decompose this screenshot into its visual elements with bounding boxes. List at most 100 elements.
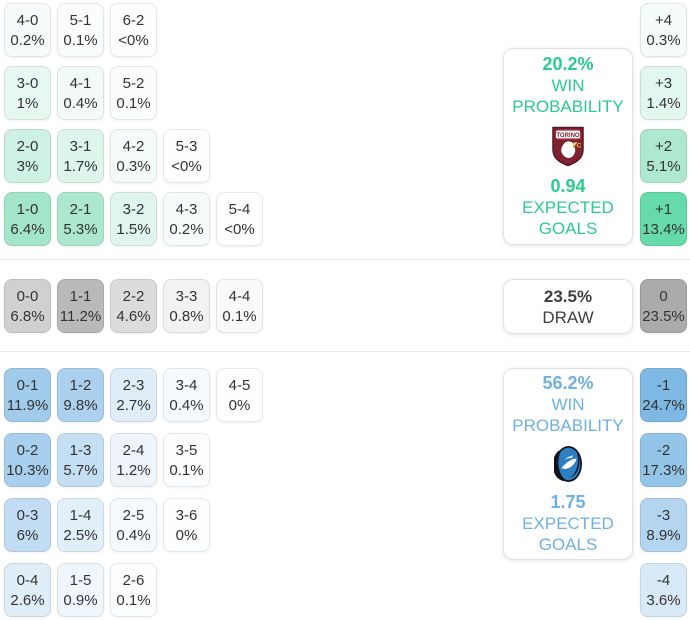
score-cell-2-2: 2-2 4.6% [110,279,157,333]
scoreline: 0-0 [16,287,39,305]
scoreline: 4-1 [69,74,92,92]
scoreline: 4-2 [122,137,145,155]
scoreline: 5-1 [69,11,92,29]
probability: 0.1% [116,591,151,609]
score-cell-3-0: 3-0 1% [4,66,51,120]
score-row: 0-4 2.6% 1-5 0.9% 2-6 0.1% [4,563,263,617]
probability: 10.3% [6,461,49,479]
probability: 0.8% [169,307,204,325]
probability: 1.7% [63,157,98,175]
score-cell-0-2: 0-2 10.3% [4,433,51,487]
scoreline: 2-6 [122,571,145,589]
probability: 0.3% [116,157,151,175]
score-cell-1-4: 1-4 2.5% [57,498,104,552]
scoreline: 6-2 [122,11,145,29]
goal-diff-cell--1: -1 24.7% [640,368,687,422]
separator-line [0,351,690,352]
scoreline: 1-4 [69,506,92,524]
scoreline: -2 [656,441,671,459]
scoreline: 1-2 [69,376,92,394]
score-row: 0-0 6.8% 1-1 11.2% 2-2 4.6% 3-3 0.8% 4-4 0.1% [4,279,263,333]
scoreline: 2-0 [16,137,39,155]
expected-goals-label: EXPECTED GOALS [522,514,614,554]
probability: 0.1% [222,307,257,325]
scoreline: 1-0 [16,200,39,218]
scoreline: 3-0 [16,74,39,92]
goal-diff-minus-column: -1 24.7% -2 17.3% -3 8.9% -4 3.6% [640,368,687,617]
score-cell-1-3: 1-3 5.7% [57,433,104,487]
scoreline: 5-3 [175,137,198,155]
scoreline: 4-5 [228,376,251,394]
score-cell-1-1: 1-1 11.2% [57,279,104,333]
goal-diff-cell--4: -4 3.6% [640,563,687,617]
probability: 0.4% [116,526,151,544]
probability: 9.8% [63,396,98,414]
scoreline: 3-1 [69,137,92,155]
probability: 2.5% [63,526,98,544]
probability: 11.2% [59,307,102,325]
scoreline: -4 [656,571,671,589]
away-win-probability-value: 56.2% [542,373,594,393]
scoreline: 1-5 [69,571,92,589]
score-cell-3-6: 3-6 0% [163,498,210,552]
scoreline: 1-1 [69,287,92,305]
goal-diff-cell-0: 0 23.5% [640,279,687,333]
score-cell-1-5: 1-5 0.9% [57,563,104,617]
probability: <0% [118,31,149,49]
probability: 0% [175,526,198,544]
probability: 4.6% [116,307,151,325]
expected-goals-label: EXPECTED GOALS [522,198,614,238]
torino-logo: TORINO FC [551,126,585,167]
probability: 3.6% [646,591,681,609]
probability: 8.9% [646,526,681,544]
scoreline: +4 [654,11,673,29]
scoreline: 2-3 [122,376,145,394]
draw-summary-box: 23.5% DRAW [503,279,633,334]
score-row: 4-0 0.2% 5-1 0.1% 6-2 <0% [4,3,263,57]
score-cell-2-0: 2-0 3% [4,129,51,183]
probability: 0.2% [169,220,204,238]
probability: 17.3% [642,461,685,479]
probability: 11.9% [6,396,49,414]
score-row: 2-0 3% 3-1 1.7% 4-2 0.3% 5-3 <0% [4,129,263,183]
probability: 6% [16,526,39,544]
goal-diff-cell--2: -2 17.3% [640,433,687,487]
score-cell-2-5: 2-5 0.4% [110,498,157,552]
scoreline: 3-2 [122,200,145,218]
score-cell-1-0: 1-0 6.4% [4,192,51,246]
score-row: 0-1 11.9% 1-2 9.8% 2-3 2.7% 3-4 0.4% 4-5 0% [4,368,263,422]
scoreline: +1 [654,200,673,218]
scoreline: 3-4 [175,376,198,394]
home-score-grid: 4-0 0.2% 5-1 0.1% 6-2 <0% 3-0 1% 4-1 0.4% 5-2 0.1% 2… [4,3,263,255]
probability: 0.1% [169,461,204,479]
probability: 1.5% [116,220,151,238]
score-cell-2-6: 2-6 0.1% [110,563,157,617]
scoreline: 2-1 [69,200,92,218]
away-expected-goals-value: 1.75 [550,492,586,512]
score-cell-0-4: 0-4 2.6% [4,563,51,617]
score-cell-2-4: 2-4 1.2% [110,433,157,487]
score-row: 3-0 1% 4-1 0.4% 5-2 0.1% [4,66,263,120]
probability: 5.1% [646,157,681,175]
scoreline: 4-4 [228,287,251,305]
probability: 2.7% [116,396,151,414]
draw-score-grid: 0-0 6.8% 1-1 11.2% 2-2 4.6% 3-3 0.8% 4-4 0.1% [4,279,263,342]
score-cell-4-0: 4-0 0.2% [4,3,51,57]
home-win-probability-value: 20.2% [542,54,594,74]
score-cell-3-5: 3-5 0.1% [163,433,210,487]
probability: 0.2% [10,31,45,49]
scoreline: 5-2 [122,74,145,92]
score-cell-1-2: 1-2 9.8% [57,368,104,422]
goal-diff-zero-column: 0 23.5% [640,279,687,333]
probability: <0% [224,220,255,238]
probability: 0.9% [63,591,98,609]
score-cell-5-3: 5-3 <0% [163,129,210,183]
probability: 1.2% [116,461,151,479]
scoreline: 4-3 [175,200,198,218]
score-cell-4-5: 4-5 0% [216,368,263,422]
home-expected-goals-value: 0.94 [550,176,586,196]
probability: 6.8% [10,307,45,325]
score-cell-6-2: 6-2 <0% [110,3,157,57]
draw-probability-value: 23.5% [543,286,593,306]
probability: 0.1% [63,31,98,49]
